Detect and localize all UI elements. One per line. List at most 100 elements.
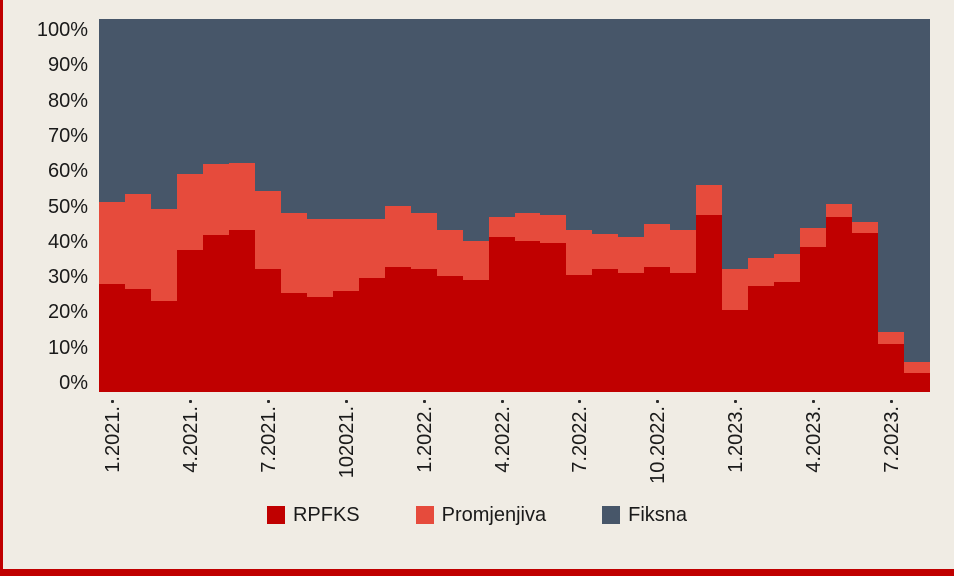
- bar-month-22: [644, 19, 671, 392]
- bar-segment-promjenjiva: [644, 224, 671, 268]
- bar-segment-rpfks: [488, 237, 515, 392]
- bar-segment-promjenjiva: [852, 222, 879, 234]
- bar-month-20: [592, 19, 619, 392]
- bar-segment-rpfks: [462, 280, 489, 392]
- legend-item-fiksna: Fiksna: [602, 503, 687, 527]
- x-tick-mark: [734, 400, 738, 403]
- bar-segment-rpfks: [644, 267, 671, 392]
- bar-segment-rpfks: [878, 343, 905, 392]
- bar-segment-promjenjiva: [332, 218, 359, 292]
- stacked-bar-plot-area: [99, 19, 930, 392]
- legend-item-rpfks: RPFKS: [266, 503, 360, 527]
- bar-month-16: [488, 19, 515, 392]
- bar-segment-promjenjiva: [436, 229, 463, 277]
- x-tick-label-7-2023-: 7.2023.: [881, 406, 904, 473]
- bar-segment-rpfks: [566, 274, 593, 392]
- bar-month-19: [566, 19, 593, 392]
- x-tick-label-7-2021-: 7.2021.: [257, 406, 280, 473]
- bar-month-7: [254, 19, 281, 392]
- bar-segment-promjenjiva: [254, 190, 281, 269]
- bar-segment-promjenjiva: [280, 212, 307, 294]
- x-tick-label-7-2022-: 7.2022.: [569, 406, 592, 473]
- bar-month-4: [176, 19, 203, 392]
- bar-segment-promjenjiva: [540, 214, 567, 243]
- bar-segment-rpfks: [176, 250, 203, 392]
- y-tick-label-100: 100%: [36, 19, 88, 41]
- bar-segment-rpfks: [228, 229, 255, 392]
- x-tick-mark: [656, 400, 660, 403]
- bar-segment-promjenjiva: [410, 212, 437, 269]
- bar-segment-promjenjiva: [306, 218, 333, 297]
- bar-segment-rpfks: [748, 285, 775, 392]
- x-tick-mark: [266, 400, 270, 403]
- bar-month-17: [514, 19, 541, 392]
- bar-segment-rpfks: [332, 291, 359, 392]
- bar-segment-rpfks: [384, 267, 411, 392]
- bar-segment-promjenjiva: [774, 254, 801, 282]
- legend-swatch-fiksna: [602, 506, 621, 524]
- x-tick-label-4-2022-: 4.2022.: [491, 406, 514, 473]
- x-tick-mark: [500, 400, 504, 403]
- bar-month-14: [436, 19, 463, 392]
- x-tick-mark: [344, 400, 348, 403]
- bar-segment-promjenjiva: [358, 218, 385, 279]
- bar-segment-rpfks: [618, 272, 645, 392]
- bar-segment-rpfks: [254, 268, 281, 392]
- chart-legend: RPFKS Promjenjiva Fiksna: [0, 503, 954, 527]
- bar-segment-rpfks: [124, 289, 151, 392]
- bar-month-15: [462, 19, 489, 392]
- bar-segment-promjenjiva: [384, 205, 411, 268]
- x-tick-label-10-2022-: 10.2022.: [647, 406, 670, 484]
- bar-segment-promjenjiva: [592, 233, 619, 269]
- x-tick-mark: [578, 400, 582, 403]
- bar-month-2: [124, 19, 151, 392]
- bar-segment-promjenjiva: [826, 203, 853, 217]
- x-tick-label-4-2023-: 4.2023.: [803, 406, 826, 473]
- y-tick-label-0: 0%: [59, 372, 88, 394]
- bar-month-21: [618, 19, 645, 392]
- bar-month-3: [150, 19, 177, 392]
- bar-segment-promjenjiva: [878, 332, 905, 344]
- bar-segment-promjenjiva: [150, 209, 177, 301]
- bar-segment-promjenjiva: [124, 194, 151, 290]
- bar-segment-promjenjiva: [462, 240, 489, 281]
- bar-month-10: [332, 19, 359, 392]
- legend-label-promjenjiva: Promjenjiva: [441, 504, 547, 526]
- bar-segment-promjenjiva: [566, 229, 593, 275]
- bar-segment-promjenjiva: [228, 162, 255, 230]
- bar-month-29: [826, 19, 853, 392]
- y-tick-label-20: 20%: [47, 301, 88, 324]
- x-tick-mark: [110, 400, 114, 403]
- bar-month-30: [852, 19, 879, 392]
- bar-month-18: [540, 19, 567, 392]
- bar-segment-promjenjiva: [488, 216, 515, 238]
- bar-month-11: [358, 19, 385, 392]
- bar-month-8: [280, 19, 307, 392]
- bar-month-32: [904, 19, 930, 392]
- legend-label-rpfks: RPFKS: [292, 504, 360, 526]
- x-tick-mark: [890, 400, 894, 403]
- x-tick-label-1-2021-: 1.2021.: [101, 406, 124, 473]
- bar-month-13: [410, 19, 437, 392]
- bar-segment-rpfks: [540, 242, 567, 392]
- bar-segment-promjenjiva: [514, 212, 541, 241]
- bar-segment-rpfks: [150, 300, 177, 392]
- y-tick-label-80: 80%: [47, 89, 88, 112]
- legend-item-promjenjiva: Promjenjiva: [415, 503, 547, 527]
- y-tick-label-10: 10%: [47, 336, 88, 359]
- bar-segment-rpfks: [436, 276, 463, 392]
- bar-segment-rpfks: [774, 281, 801, 392]
- bar-segment-rpfks: [280, 293, 307, 392]
- bar-segment-promjenjiva: [99, 201, 125, 284]
- y-tick-label-90: 90%: [47, 54, 88, 77]
- y-tick-label-40: 40%: [47, 230, 88, 253]
- bar-month-31: [878, 19, 905, 392]
- bar-segment-rpfks: [410, 268, 437, 392]
- bar-month-23: [670, 19, 697, 392]
- bar-segment-rpfks: [306, 296, 333, 392]
- bar-month-5: [202, 19, 229, 392]
- bar-segment-promjenjiva: [618, 237, 645, 273]
- x-tick-label-1-2022-: 1.2022.: [413, 406, 436, 473]
- x-tick-mark: [188, 400, 192, 403]
